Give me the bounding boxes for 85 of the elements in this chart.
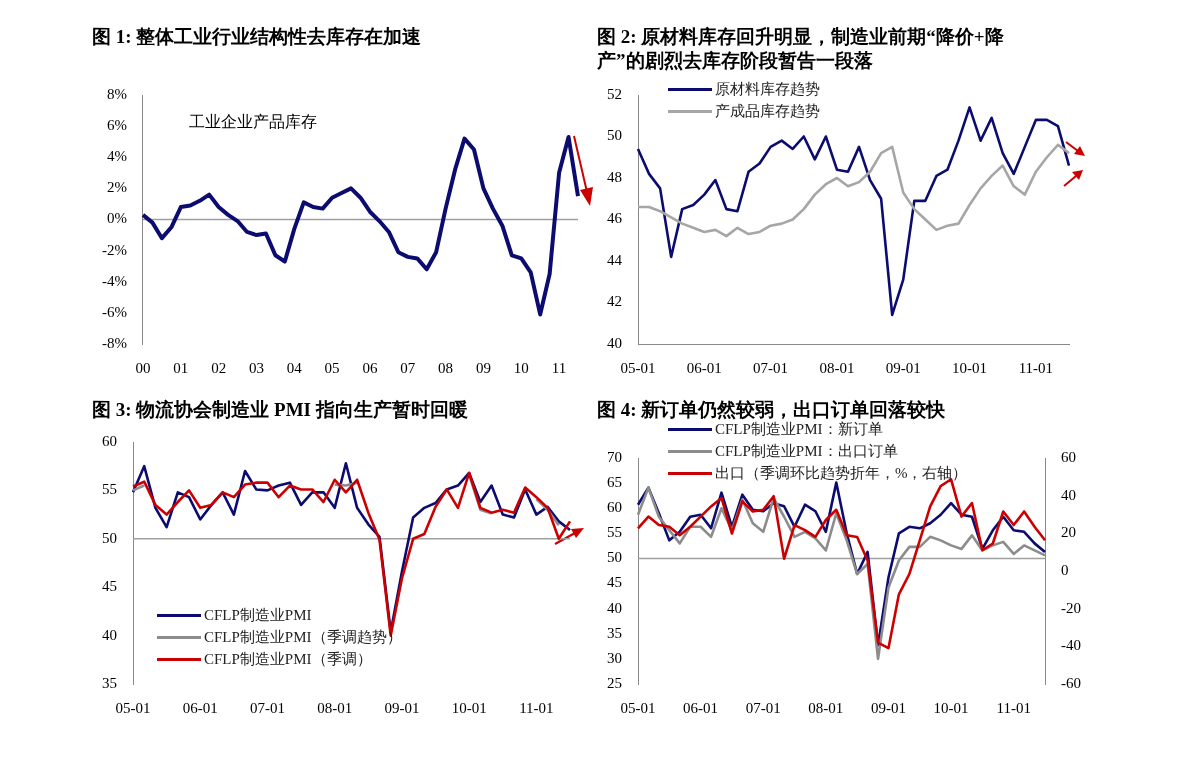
y2-tick-label: -40: [1061, 637, 1081, 654]
x-tick-label: 05-01: [620, 359, 656, 376]
x-tick-label: 07: [400, 359, 416, 376]
y-tick-label: 45: [607, 574, 622, 591]
y-tick-label: 40: [607, 334, 622, 351]
y-tick-label: 60: [607, 499, 622, 516]
legend-label: CFLP制造业PMI：出口订单: [715, 442, 898, 461]
x-tick-label: 09: [475, 359, 491, 376]
y2-tick-label: -20: [1061, 599, 1081, 616]
y-tick-label: -8%: [101, 334, 127, 351]
y-tick-label: 4%: [106, 148, 127, 165]
y-tick-label: 44: [607, 251, 623, 268]
y-tick-label: 35: [102, 674, 117, 691]
x-tick-label: 10-01: [451, 699, 487, 716]
legend-label: 原材料库存趋势: [715, 80, 820, 99]
y-tick-label: 25: [607, 674, 622, 691]
x-tick-label: 11-01: [519, 699, 554, 716]
x-tick-label: 08-01: [317, 699, 353, 716]
y-tick-label: 52: [607, 85, 622, 102]
y-tick-label: 40: [102, 626, 117, 643]
y2-tick-label: 20: [1061, 524, 1076, 541]
x-tick-label: 00: [135, 359, 151, 376]
legend-label: CFLP制造业PMI（季调趋势）: [204, 628, 402, 647]
annotation: 工业企业产品库存: [188, 113, 317, 131]
x-tick-label: 07-01: [753, 359, 789, 376]
legend-label: CFLP制造业PMI：新订单: [715, 421, 883, 437]
x-tick-label: 06-01: [686, 359, 722, 376]
y-tick-label: 50: [607, 549, 622, 566]
x-tick-label: 06-01: [683, 699, 719, 716]
y-tick-label: 48: [607, 168, 622, 185]
y-tick-label: 8%: [106, 85, 127, 102]
y-tick-label: 45: [102, 578, 117, 595]
y-tick-label: 55: [607, 524, 622, 541]
x-tick-label: 03: [248, 359, 264, 376]
x-tick-label: 05: [324, 359, 340, 376]
y-tick-label: 50: [102, 529, 117, 546]
x-tick-label: 11-01: [996, 699, 1031, 716]
x-tick-label: 07-01: [745, 699, 781, 716]
x-tick-label: 10-01: [933, 699, 969, 716]
y2-tick-label: -60: [1061, 674, 1081, 691]
y-tick-label: 55: [102, 481, 117, 498]
legend-label: 产成品库存趋势: [715, 102, 820, 121]
chart-title: 图 2: 原材料库存回升明显，制造业前期“降价+降产”的剧烈去库存阶段暂告一段落: [597, 25, 1005, 73]
x-tick-label: 07-01: [249, 699, 285, 716]
x-tick-label: 01: [173, 359, 189, 376]
y-tick-label: 0%: [106, 210, 127, 227]
x-tick-label: 06-01: [182, 699, 218, 716]
x-tick-label: 09-01: [870, 699, 906, 716]
x-tick-label: 04: [286, 359, 303, 376]
x-tick-label: 02: [211, 359, 227, 376]
chart-title: 图 4: 新订单仍然较弱，出口订单回落较快: [597, 398, 947, 421]
y2-tick-label: 60: [1061, 448, 1076, 465]
y-tick-label: 42: [607, 293, 622, 310]
x-tick-label: 05-01: [620, 699, 656, 716]
x-tick-label: 10-01: [952, 359, 988, 376]
y-tick-label: 50: [607, 127, 622, 144]
chart-title: 图 3: 物流协会制造业 PMI 指向生产暂时回暖: [92, 398, 469, 422]
legend-label: CFLP制造业PMI（季调）: [204, 650, 372, 669]
y-tick-label: -6%: [101, 303, 127, 320]
y-tick-label: 40: [607, 599, 622, 616]
y-tick-label: 6%: [106, 117, 127, 134]
x-tick-label: 05-01: [115, 699, 151, 716]
y-tick-label: 30: [607, 649, 622, 666]
x-tick-label: 11: [551, 359, 567, 376]
y2-tick-label: 40: [1061, 486, 1076, 503]
y-tick-label: -4%: [101, 272, 127, 289]
y-tick-label: 70: [607, 448, 622, 465]
x-tick-label: 08-01: [808, 699, 844, 716]
x-tick-label: 09-01: [885, 359, 921, 376]
x-tick-label: 08-01: [819, 359, 855, 376]
y-tick-label: 65: [607, 474, 622, 491]
y-tick-label: -2%: [101, 241, 127, 258]
y-tick-label: 35: [607, 624, 622, 641]
chart-title: 图 1: 整体工业行业结构性去库存在加速: [92, 25, 423, 49]
y-tick-label: 46: [607, 210, 623, 227]
legend-label: CFLP制造业PMI: [204, 606, 312, 625]
x-tick-label: 10: [513, 359, 529, 376]
x-tick-label: 09-01: [384, 699, 420, 716]
legend-label: 出口（季调环比趋势折年，%，右轴）: [715, 464, 968, 483]
x-tick-label: 11-01: [1018, 359, 1054, 376]
y2-tick-label: 0: [1061, 561, 1069, 578]
x-tick-label: 08: [438, 359, 454, 376]
y-tick-label: 60: [102, 432, 117, 449]
x-tick-label: 06: [362, 359, 378, 376]
y-tick-label: 2%: [106, 179, 127, 196]
